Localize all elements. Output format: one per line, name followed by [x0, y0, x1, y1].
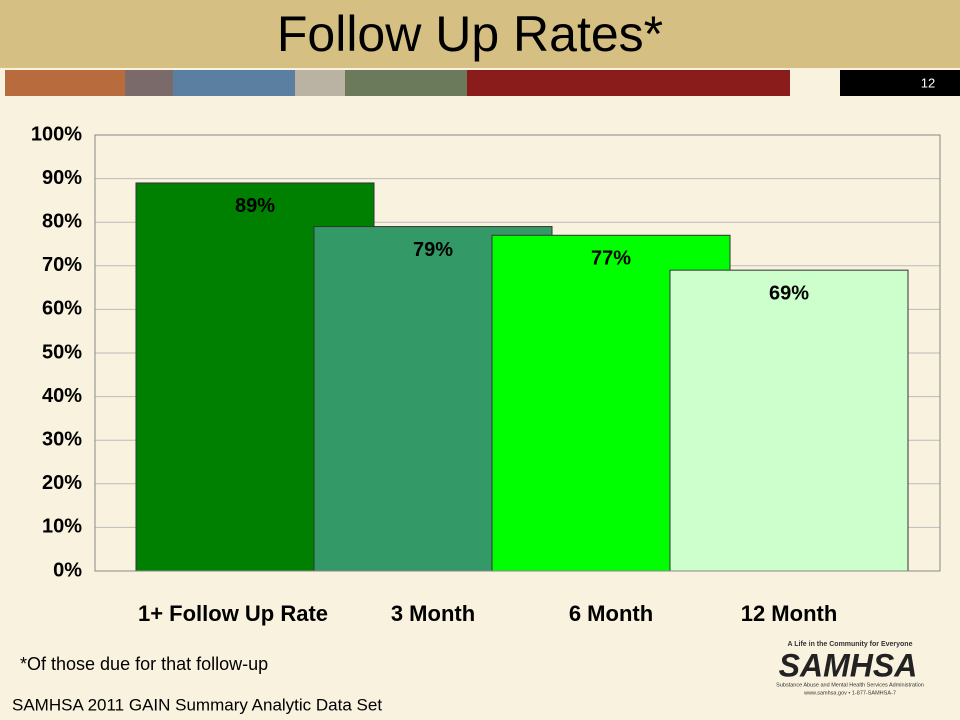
y-tick-label: 100%	[31, 123, 82, 145]
slide-number: 12	[921, 75, 935, 90]
strip-segment	[173, 70, 295, 96]
strip-segment	[125, 70, 173, 96]
y-tick-label: 80%	[42, 210, 82, 232]
strip-segment	[5, 70, 125, 96]
y-tick-label: 0%	[53, 559, 82, 581]
strip-segment	[840, 70, 960, 96]
y-tick-label: 30%	[42, 428, 82, 450]
bar	[669, 269, 909, 572]
source: SAMHSA 2011 GAIN Summary Analytic Data S…	[12, 695, 382, 714]
footnote: *Of those due for that follow-up	[20, 654, 268, 674]
strip-segment	[467, 70, 790, 96]
y-tick-label: 50%	[42, 341, 82, 363]
logo: A Life in the Community for Everyone SAM…	[776, 641, 924, 697]
x-tick-label: 1+ Follow Up Rate	[138, 601, 328, 626]
y-tick-label: 10%	[42, 516, 82, 538]
title-bar	[0, 0, 960, 68]
value-label: 89%	[235, 195, 275, 217]
y-tick-label: 20%	[42, 472, 82, 494]
plot-border	[94, 134, 941, 572]
logo-full-name: Substance Abuse and Mental Health Servic…	[776, 682, 924, 688]
logo-contact: www.samhsa.gov • 1-877-SAMHSA-7	[803, 690, 896, 696]
value-label: 77%	[591, 248, 631, 270]
strip-segment	[345, 70, 467, 96]
y-tick-label: 90%	[42, 167, 82, 189]
slide-title: Follow Up Rates*	[277, 6, 663, 62]
y-tick-label: 70%	[42, 254, 82, 276]
value-label: 69%	[769, 282, 809, 304]
x-tick-label: 12 Month	[741, 601, 838, 626]
strip-segment	[295, 70, 345, 96]
y-tick-label: 40%	[42, 385, 82, 407]
y-tick-label: 60%	[42, 298, 82, 320]
color-strip	[5, 70, 960, 96]
x-tick-label: 3 Month	[391, 601, 475, 626]
logo-name: SAMHSA	[779, 647, 918, 683]
logo-tagline: A Life in the Community for Everyone	[788, 641, 913, 648]
value-label: 79%	[413, 239, 453, 261]
x-tick-label: 6 Month	[569, 601, 653, 626]
